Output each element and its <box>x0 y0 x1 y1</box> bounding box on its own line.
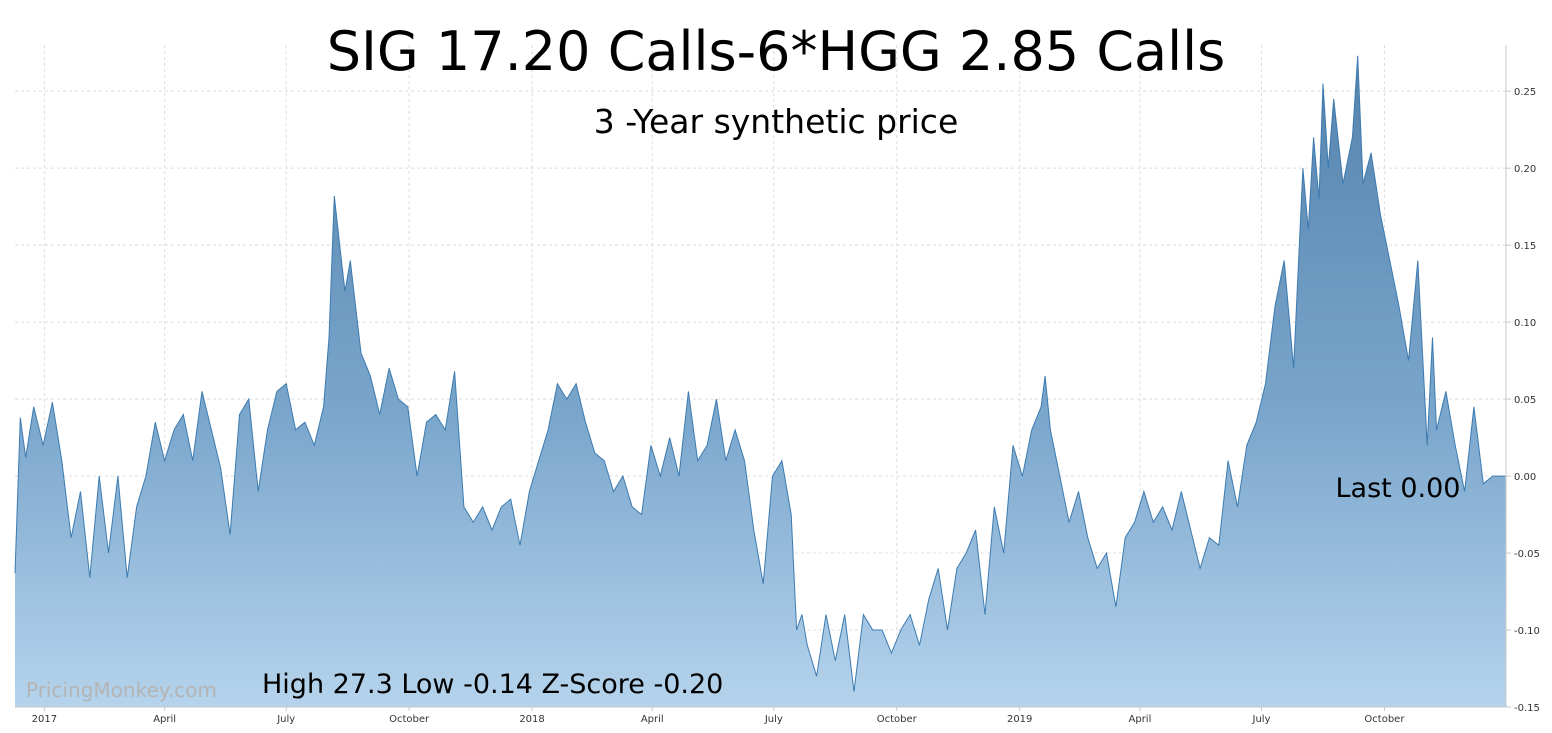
chart-title: SIG 17.20 Calls-6*HGG 2.85 Calls <box>327 20 1226 83</box>
y-tick-label: 0.15 <box>1514 241 1536 252</box>
x-tick-label: 2018 <box>519 714 544 725</box>
x-tick-label: July <box>764 714 783 725</box>
x-tick-label: July <box>1252 714 1271 725</box>
x-tick-label: April <box>641 714 664 725</box>
price-area <box>15 55 1506 708</box>
y-tick-label: 0.05 <box>1514 395 1536 406</box>
y-tick-label: 0.25 <box>1514 87 1536 98</box>
watermark-text: PricingMonkey.com <box>26 678 217 702</box>
x-tick-labels: 2017 April July October 2018 April July October… <box>32 707 1405 725</box>
y-tick-label: -0.05 <box>1514 549 1540 560</box>
x-tick-label: 2017 <box>32 714 57 725</box>
x-tick-label: April <box>153 714 176 725</box>
y-tick-label: -0.10 <box>1514 626 1540 637</box>
last-value-label: Last 0.00 <box>1336 473 1461 504</box>
chart-subtitle: 3 -Year synthetic price <box>594 102 959 141</box>
y-tick-label: 0.10 <box>1514 318 1536 329</box>
price-line <box>14 55 1506 692</box>
x-tick-label: July <box>276 714 295 725</box>
stats-label: High 27.3 Low -0.14 Z-Score -0.20 <box>262 669 723 700</box>
y-tick-label: 0.20 <box>1514 164 1536 175</box>
x-tick-label: April <box>1129 714 1152 725</box>
x-tick-label: 2019 <box>1007 714 1032 725</box>
x-tick-label: October <box>389 714 430 725</box>
x-tick-label: October <box>1364 714 1405 725</box>
x-tick-label: October <box>877 714 918 725</box>
y-tick-label: -0.15 <box>1514 703 1540 714</box>
y-tick-label: 0.00 <box>1514 472 1536 483</box>
y-tick-labels: 0.25 0.20 0.15 0.10 0.05 0.00 -0.05 -0.10 -0.15 <box>1506 87 1540 714</box>
